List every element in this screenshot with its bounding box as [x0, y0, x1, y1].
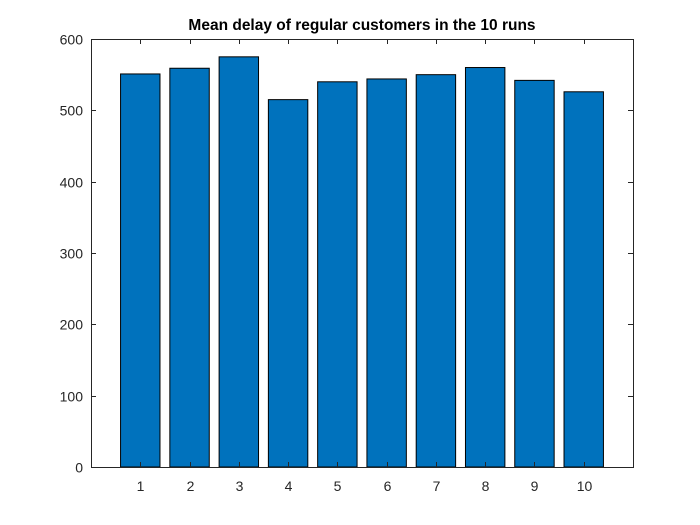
y-tick-label: 600	[60, 32, 84, 48]
x-tick-label: 5	[334, 478, 342, 494]
labels-layer: 0 100 200 300 400 500 600 1 2 3 4 5 6 7 8 9 10	[60, 32, 593, 495]
bar-run-6	[366, 78, 407, 468]
bar-run-9	[514, 79, 555, 468]
y-tick-label: 500	[60, 103, 84, 119]
bar-run-7	[415, 74, 457, 468]
bars-layer	[120, 56, 604, 468]
bar-run-4	[267, 99, 309, 468]
bar-run-10	[563, 91, 604, 468]
bar-run-5	[317, 81, 358, 468]
y-tick-label: 400	[60, 175, 84, 191]
x-tick-label: 9	[531, 478, 539, 494]
x-tick-label: 6	[384, 478, 392, 494]
bar-run-2	[169, 67, 210, 468]
x-tick-label: 4	[285, 478, 293, 494]
x-tick-label: 1	[137, 478, 145, 494]
x-tick-label: 3	[236, 478, 244, 494]
y-tick-label: 200	[60, 317, 84, 333]
axes-layer	[91, 39, 634, 468]
x-tick-label: 10	[577, 478, 593, 494]
y-tick-label: 100	[60, 389, 84, 405]
bar-run-1	[120, 73, 161, 468]
y-tick-label: 0	[75, 460, 83, 476]
y-tick-label: 300	[60, 246, 84, 262]
x-tick-label: 2	[187, 478, 195, 494]
chart-title: Mean delay of regular customers in the 1…	[188, 17, 535, 34]
bar-run-8	[464, 67, 506, 468]
x-tick-label: 8	[482, 478, 490, 494]
bar-run-3	[218, 56, 260, 468]
x-tick-label: 7	[433, 478, 441, 494]
